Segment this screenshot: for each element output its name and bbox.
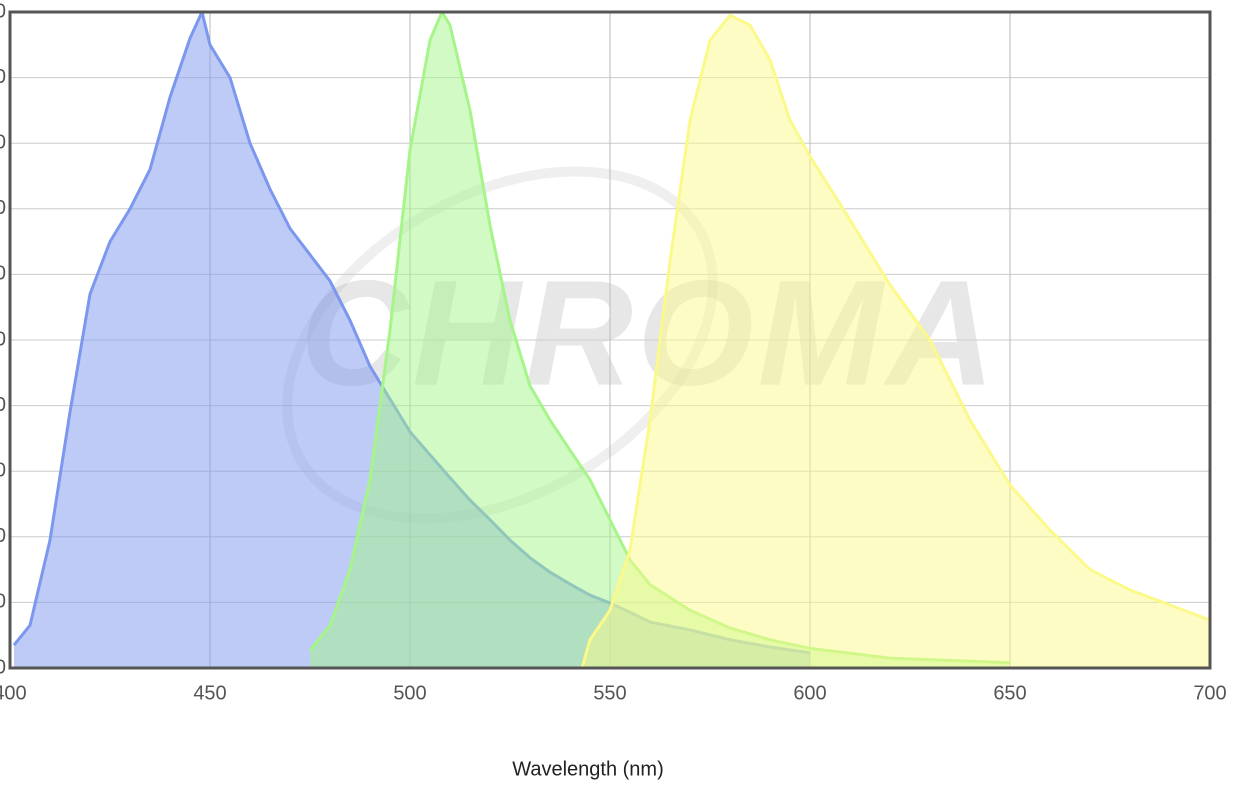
x-tick-label: 500	[393, 682, 426, 704]
x-tick-label: 700	[1193, 682, 1226, 704]
y-tick-label: 90	[0, 66, 6, 88]
area-line	[580, 13, 1211, 669]
plot-frame	[8, 10, 1212, 670]
y-tick-label: 70	[0, 197, 6, 219]
y-tick-label: 40	[0, 394, 6, 416]
y-tick-label: 60	[0, 263, 6, 285]
x-tick-label: 550	[593, 682, 626, 704]
area-fill	[310, 12, 1010, 668]
y-tick-label: 50	[0, 328, 6, 350]
y-tick-label: 80	[0, 131, 6, 153]
y-tick-label: 20	[0, 525, 6, 547]
y-tick-label: 100	[0, 0, 6, 22]
y-tick-label: 30	[0, 459, 6, 481]
area-fill	[582, 15, 1210, 668]
area-fill	[14, 12, 810, 668]
x-tick-label: 450	[193, 682, 226, 704]
y-tick-label: 0	[0, 656, 6, 678]
x-tick-label: 650	[993, 682, 1026, 704]
y-tick-label: 10	[0, 591, 6, 613]
x-axis-title: Wavelength (nm)	[512, 758, 664, 780]
x-tick-label: 400	[0, 682, 27, 704]
x-tick-label: 600	[793, 682, 826, 704]
